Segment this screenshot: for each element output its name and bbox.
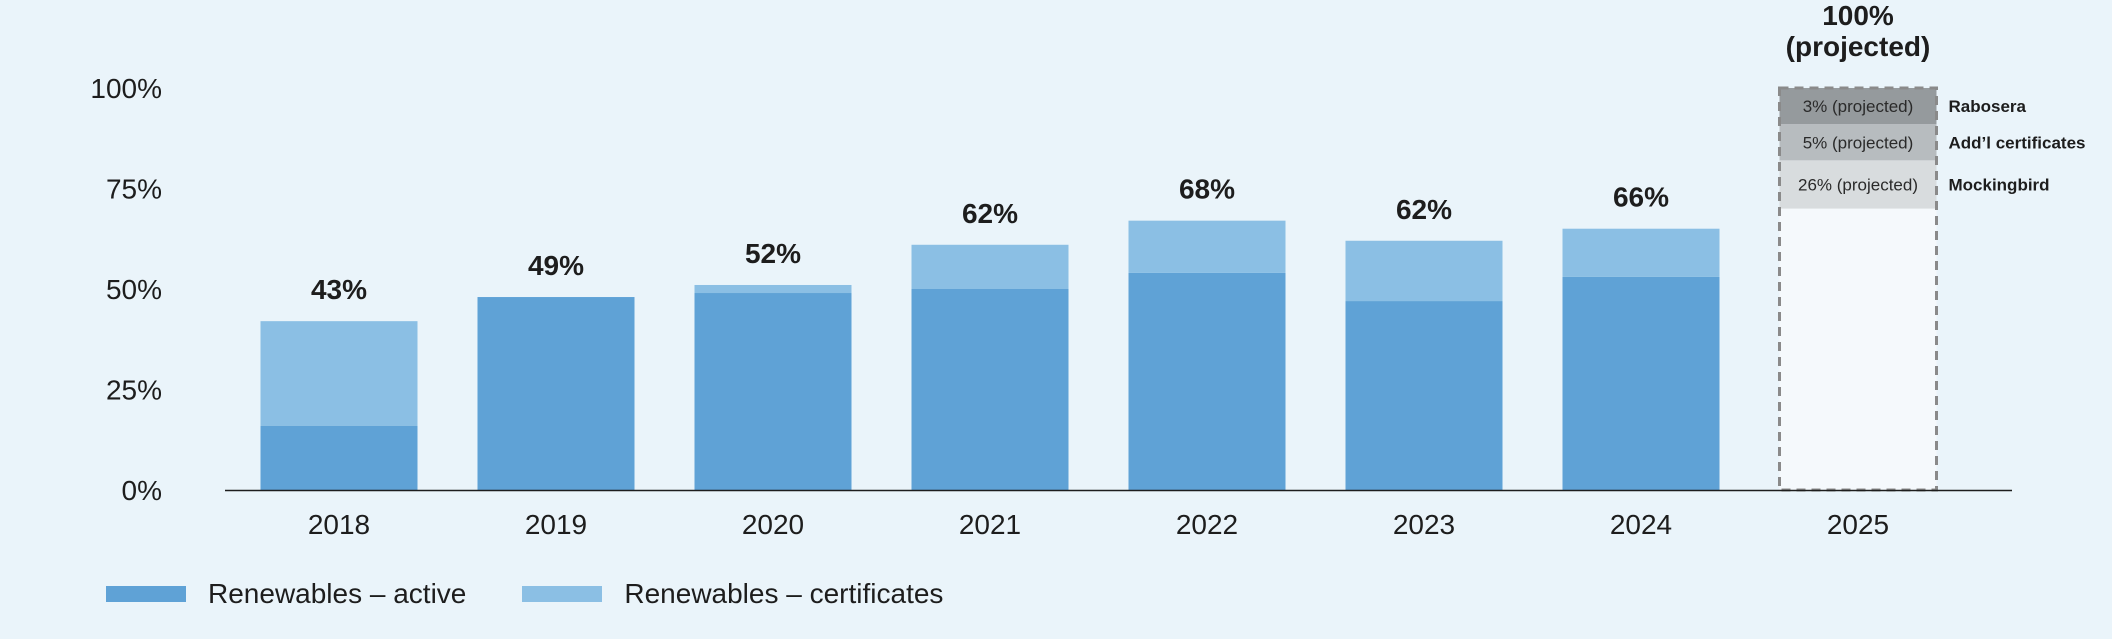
projected-segment-addl: [1779, 124, 1937, 161]
projected-segment-value-rabosera: 3% (projected): [1803, 97, 1914, 116]
projected-segment-name-rabosera: Rabosera: [1949, 97, 2027, 116]
x-tick-label-2023: 2023: [1393, 509, 1455, 540]
projected-group: 26% (projected) Mockingbird 5% (projected)…: [1778, 0, 2086, 492]
labels-group: 43% 49% 52% 62% 68% 62% 66%: [311, 174, 1669, 306]
bar-2021-certificates: [911, 244, 1069, 289]
legend-swatch-active: [106, 586, 186, 602]
bars-group: [260, 220, 1720, 490]
legend: Renewables – active Renewables – certifi…: [106, 578, 943, 610]
projected-segment-rabosera: [1779, 88, 1937, 125]
x-tick-label-2019: 2019: [525, 509, 587, 540]
projected-segment-name-addl: Add’l certificates: [1949, 133, 2086, 152]
bar-2023-certificates: [1345, 240, 1503, 302]
total-label-2023: 62%: [1396, 194, 1452, 225]
bar-2022-certificates: [1128, 220, 1286, 273]
bar-2019-active: [477, 297, 635, 490]
projected-segment-value-mockingbird: 26% (projected): [1798, 175, 1918, 194]
total-label-2019: 49%: [528, 250, 584, 281]
bar-2024-certificates: [1562, 228, 1720, 277]
projected-segment-value-addl: 5% (projected): [1803, 133, 1914, 152]
total-label-2024: 66%: [1613, 182, 1669, 213]
bar-2022-active: [1128, 272, 1286, 490]
projected-segment-name-mockingbird: Mockingbird: [1949, 175, 2050, 194]
bar-2020-active: [694, 293, 852, 490]
bar-2021-active: [911, 289, 1069, 490]
total-label-2021: 62%: [962, 198, 1018, 229]
bar-2018-certificates: [260, 321, 418, 426]
bar-2024-active: [1562, 276, 1720, 490]
legend-label-certificates: Renewables – certificates: [624, 578, 944, 609]
x-tick-label-2018: 2018: [308, 509, 370, 540]
x-tick-label-2022: 2022: [1176, 509, 1238, 540]
legend-item-active: Renewables – active: [106, 578, 466, 610]
y-tick-label-25: 25%: [106, 375, 162, 406]
bar-2018-active: [260, 425, 418, 490]
projected-segment-mockingbird: [1779, 160, 1937, 209]
total-label-2022: 68%: [1179, 174, 1235, 205]
y-tick-label-50: 50%: [106, 274, 162, 305]
bar-2020-certificates: [694, 284, 852, 294]
x-tick-label-2020: 2020: [742, 509, 804, 540]
legend-swatch-certificates: [522, 586, 603, 602]
axis-group: 0% 25% 50% 75% 100% 2018 2019 2020 2021 2022 2023 2…: [90, 73, 2012, 540]
y-tick-label-75: 75%: [106, 174, 162, 205]
x-tick-label-2024: 2024: [1610, 509, 1672, 540]
projected-total-line2: (projected): [1786, 31, 1931, 62]
x-tick-label-2025: 2025: [1827, 509, 1889, 540]
x-tick-label-2021: 2021: [959, 509, 1021, 540]
y-tick-label-100: 100%: [90, 73, 162, 104]
legend-item-certificates: Renewables – certificates: [522, 578, 943, 610]
projected-total-line1: 100%: [1822, 0, 1894, 31]
y-tick-label-0: 0%: [122, 475, 162, 506]
legend-label-active: Renewables – active: [208, 578, 467, 609]
total-label-2020: 52%: [745, 238, 801, 269]
total-label-2018: 43%: [311, 274, 367, 305]
bar-2023-active: [1345, 301, 1503, 490]
